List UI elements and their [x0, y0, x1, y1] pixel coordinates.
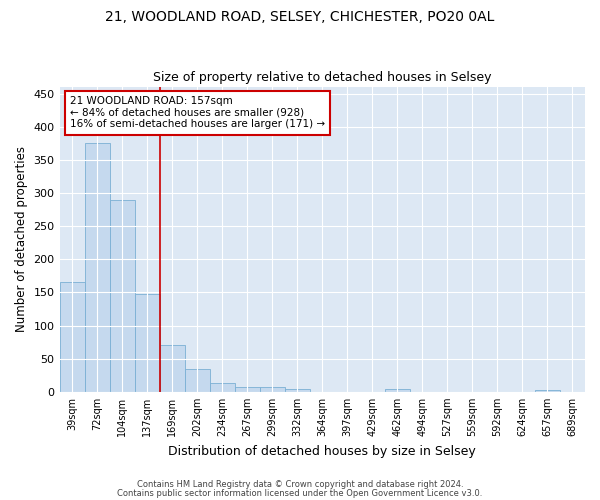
Bar [235, 387, 260, 392]
Text: Contains public sector information licensed under the Open Government Licence v3: Contains public sector information licen… [118, 488, 482, 498]
Bar [59, 282, 85, 392]
Text: 21, WOODLAND ROAD, SELSEY, CHICHESTER, PO20 0AL: 21, WOODLAND ROAD, SELSEY, CHICHESTER, P… [106, 10, 494, 24]
Bar [110, 200, 134, 392]
X-axis label: Distribution of detached houses by size in Selsey: Distribution of detached houses by size … [169, 444, 476, 458]
Bar [385, 389, 410, 392]
Text: Contains HM Land Registry data © Crown copyright and database right 2024.: Contains HM Land Registry data © Crown c… [137, 480, 463, 489]
Bar [160, 346, 185, 392]
Bar [535, 390, 560, 392]
Bar [85, 144, 110, 392]
Bar [134, 294, 160, 392]
Bar [260, 387, 285, 392]
Title: Size of property relative to detached houses in Selsey: Size of property relative to detached ho… [153, 72, 491, 85]
Bar [185, 370, 209, 392]
Bar [285, 389, 310, 392]
Y-axis label: Number of detached properties: Number of detached properties [15, 146, 28, 332]
Bar [209, 382, 235, 392]
Text: 21 WOODLAND ROAD: 157sqm
← 84% of detached houses are smaller (928)
16% of semi-: 21 WOODLAND ROAD: 157sqm ← 84% of detach… [70, 96, 325, 130]
